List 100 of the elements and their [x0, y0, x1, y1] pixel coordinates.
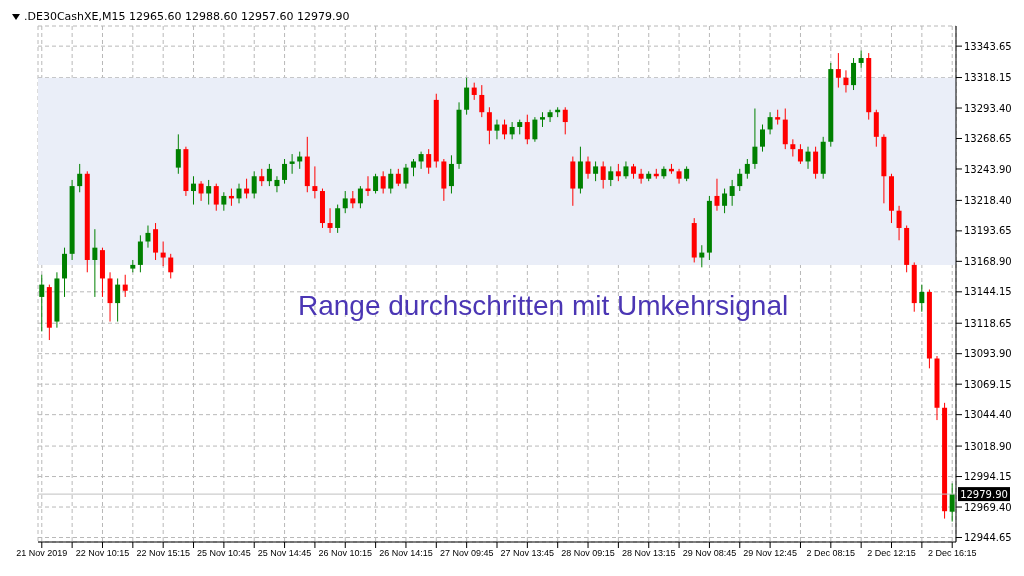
x-tick-label: 28 Nov 13:15: [621, 548, 676, 559]
y-tick-label: 12944.65: [964, 532, 1012, 544]
annotation: Range durchschritten mit Umkehrsignal: [298, 290, 789, 322]
candlestick: [266, 163, 272, 187]
candlestick: [190, 175, 196, 206]
y-tick-label: 13343.65: [964, 40, 1012, 52]
y-tick-label: 13193.65: [964, 225, 1012, 237]
x-tick-label: 27 Nov 09:45: [439, 548, 494, 559]
candlestick: [729, 179, 735, 207]
x-tick-label: 2 Dec 08:15: [806, 548, 856, 559]
candlestick: [608, 165, 614, 187]
candlestick: [312, 165, 318, 199]
y-tick-label: 13018.90: [964, 440, 1012, 452]
candlestick: [418, 151, 424, 170]
candlestick: [524, 114, 530, 145]
candlestick: [77, 163, 83, 193]
y-tick-label: 13168.90: [964, 255, 1012, 267]
candlestick: [327, 207, 333, 234]
candlestick: [547, 109, 553, 123]
candlestick: [373, 173, 379, 194]
candlestick: [39, 274, 45, 332]
x-tick-label: 29 Nov 12:45: [743, 548, 797, 559]
candlestick: [145, 225, 151, 249]
ref-line-label: 12979.90: [960, 489, 1008, 501]
candlestick: [426, 148, 432, 175]
candlestick: [509, 121, 515, 140]
candlestick: [198, 180, 204, 202]
x-tick-label: 2 Dec 12:15: [867, 548, 916, 559]
y-tick-label: 13144.15: [964, 286, 1012, 298]
y-tick-label: 13268.65: [964, 133, 1012, 145]
x-tick-label: 29 Nov 08:45: [682, 548, 737, 559]
candlestick: [175, 133, 181, 175]
candlestick: [160, 241, 166, 267]
candlestick: [115, 277, 121, 323]
candlestick: [464, 77, 470, 116]
candlestick: [562, 106, 568, 135]
candlestick: [448, 154, 454, 194]
candlestick: [699, 244, 705, 268]
candlestick: [213, 183, 219, 212]
candlestick: [623, 160, 629, 180]
y-tick-label: 13218.40: [964, 194, 1012, 206]
candlestick: [380, 170, 386, 194]
candlestick: [342, 190, 348, 214]
x-tick-label: 22 Nov 10:15: [75, 548, 130, 559]
candlestick: [289, 153, 295, 175]
y-tick-label: 13243.90: [964, 163, 1012, 175]
candlestick: [585, 156, 591, 180]
y-tick-label: 12994.15: [964, 471, 1012, 483]
candlestick: [676, 168, 682, 185]
candlestick: [722, 188, 728, 214]
candlestick: [858, 50, 864, 69]
candlestick: [221, 191, 227, 212]
chart-title: .DE30CashXE,M15 12965.60 12988.60 12957.60 12979.90: [24, 10, 350, 23]
y-tick-label: 13318.15: [964, 72, 1012, 84]
candlestick: [479, 84, 485, 118]
candlestick: [92, 228, 98, 298]
y-tick-label: 13293.40: [964, 102, 1012, 114]
candlestick: [403, 163, 409, 190]
candlestick: [251, 170, 257, 199]
candlestick: [949, 482, 955, 523]
candlestick: [661, 165, 667, 180]
candlestick: [813, 146, 819, 180]
x-tick-label: 26 Nov 10:15: [318, 548, 373, 559]
x-tick-label: 27 Nov 13:45: [500, 548, 555, 559]
candlestick: [486, 106, 492, 145]
candlestick: [767, 111, 773, 135]
candlestick: [835, 52, 841, 89]
candlestick: [919, 284, 925, 313]
candlestick: [752, 108, 758, 170]
candlestick: [744, 158, 750, 180]
candlestick: [638, 168, 644, 185]
candlestick: [714, 178, 720, 212]
candlestick: [274, 175, 280, 193]
candlestick: [797, 143, 803, 165]
candlestick: [851, 57, 857, 91]
candlestick: [206, 179, 212, 206]
candlestick: [168, 253, 174, 279]
x-tick-label: 21 Nov 2019: [16, 548, 68, 559]
x-tick-label: 25 Nov 14:45: [257, 548, 312, 559]
candlestick: [388, 168, 394, 194]
y-tick-label: 13069.15: [964, 378, 1012, 390]
candlestick: [122, 274, 128, 298]
candlestick: [357, 185, 363, 209]
x-tick-label: 28 Nov 09:15: [561, 548, 615, 559]
candlestick: [335, 204, 341, 234]
x-tick-label: 22 Nov 15:15: [136, 548, 190, 559]
y-tick-label: 12969.40: [964, 501, 1012, 513]
candlestick: [805, 146, 811, 170]
x-tick-label: 26 Nov 14:15: [379, 548, 433, 559]
y-tick-label: 13093.90: [964, 348, 1012, 360]
x-tick-label: 25 Nov 10:45: [197, 548, 251, 559]
candlestick: [737, 168, 743, 192]
candlestick: [153, 222, 159, 261]
candlestick: [502, 119, 508, 140]
candlestick: [600, 160, 606, 190]
y-tick-label: 13044.40: [964, 409, 1012, 421]
candlestick: [593, 160, 599, 182]
candlestick: [760, 124, 765, 153]
y-tick-label: 13118.65: [964, 317, 1012, 329]
candlestick: [282, 158, 288, 185]
